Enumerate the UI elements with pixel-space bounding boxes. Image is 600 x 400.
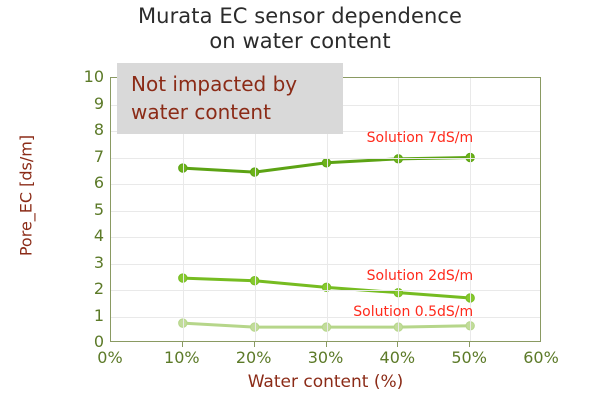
series-label: Solution 7dS/m [366,129,474,146]
gridline-horizontal [111,157,540,159]
y-axis-tick-label: 1 [93,305,104,325]
gridline-horizontal [111,263,540,265]
y-axis-tick-labels: 0 1 2 3 4 5 6 7 8 9 10 [56,69,104,350]
chart-title-line-1: Murata EC sensor dependence [137,4,463,28]
gridline-vertical [182,78,184,341]
y-axis-title: Pore_EC [ds/m] [16,134,36,257]
gridline-vertical [254,78,256,341]
x-axis-tick-label: 20% [235,348,272,367]
series-label: Solution 2dS/m [366,267,474,284]
x-axis-tickmark [325,342,327,347]
y-axis-tick-label: 5 [93,199,104,219]
gridline-vertical [326,78,328,341]
x-axis-tick-label: 10% [164,348,200,367]
y-axis-tick-label: 9 [93,93,104,113]
gridline-horizontal [111,210,540,212]
y-axis-tick-label: 7 [93,146,104,166]
chart-title-line-2: on water content [209,29,391,53]
x-axis-tick-label: 50% [451,348,487,367]
y-axis-tick-label: 0 [93,332,104,351]
x-axis-tick-label: 40% [379,348,416,367]
x-axis-title: Water content (%) [247,372,404,392]
gridline-vertical [398,78,400,341]
gridline-horizontal [111,237,540,238]
series-label: Solution 0.5dS/m [353,303,474,320]
x-axis-tick-labels: 0% 10% 20% 30% 40% 50% 60% [97,348,558,372]
y-axis-tick-label: 4 [93,226,104,245]
x-axis-tickmark [397,342,399,347]
gridline-vertical [470,78,472,341]
callout-annotation-text: Not impacted by water content [131,72,298,124]
x-axis-tick-label: 60% [523,348,559,367]
gridline-horizontal [111,316,540,318]
y-axis-tick-label: 8 [93,120,104,139]
x-axis-tickmark [253,342,255,347]
x-axis-tickmark [181,342,183,347]
x-axis-tick-label: 0% [97,348,123,367]
x-axis-tickmark [469,342,471,347]
gridline-horizontal [111,290,540,291]
y-axis-tick-label: 2 [93,279,104,298]
callout-annotation: Not impacted by water content [117,63,343,134]
gridline-horizontal [111,184,540,185]
y-axis-tick-label: 3 [93,252,104,272]
chart-title: Murata EC sensor dependence on water con… [0,4,600,54]
y-axis-tick-label: 6 [93,173,104,192]
y-axis-tick-label: 10 [83,67,104,86]
x-axis-tick-label: 30% [307,348,344,367]
